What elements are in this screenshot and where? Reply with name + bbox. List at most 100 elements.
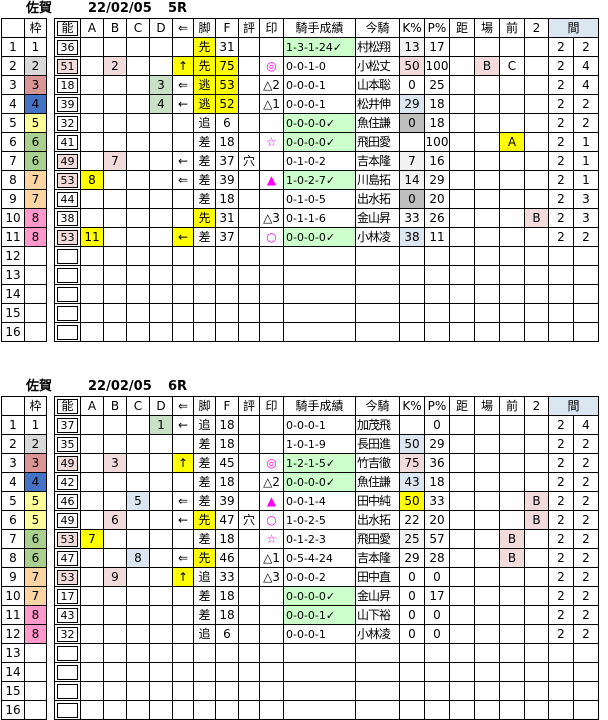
cell-gap: [46, 681, 55, 701]
cell-kyo: [449, 681, 475, 701]
cell-d: [149, 265, 173, 285]
cell-arr: ⇐: [172, 548, 194, 568]
cell-f: 75: [215, 56, 239, 76]
cell-m1: 2: [548, 586, 574, 606]
cell-arr: ←: [172, 227, 194, 247]
cell-num: 5: [1, 491, 25, 511]
cell-kyo: [449, 415, 475, 435]
cell-m1: 2: [548, 548, 574, 568]
column-header-b: B: [103, 18, 127, 38]
cell-leg: [193, 284, 216, 304]
cell-gap: [46, 189, 55, 209]
cell-noh: [54, 643, 81, 663]
cell-arr: [172, 132, 194, 152]
column-header-f: F: [215, 396, 239, 416]
cell-kyo: [449, 227, 475, 247]
cell-p: 29: [424, 170, 450, 190]
table-row: 4 4 39 4 ← 逃 52 △1 0-0-0-1 松井伸 29 18 2 2: [1, 94, 599, 114]
cell-waku: 7: [24, 189, 47, 209]
cell-waku: 3: [24, 75, 47, 95]
cell-m2: 4: [573, 415, 599, 435]
cell-rec: [283, 643, 356, 663]
cell-kyo: [449, 151, 475, 171]
mark-symbol: △1: [259, 548, 284, 568]
cell-noh: 49: [54, 151, 81, 171]
cell-b: [103, 681, 127, 701]
column-header-rec: 騎手成績: [283, 396, 356, 416]
cell-m2: 4: [573, 56, 599, 76]
cell-mark: [259, 681, 284, 701]
cell-d: 1: [149, 415, 173, 435]
cell-num: 14: [1, 662, 25, 682]
cell-mark: [259, 700, 284, 720]
cell-num: 13: [1, 265, 25, 285]
cell-arr: [172, 529, 194, 549]
cell-d: [149, 605, 173, 625]
cell-num: 14: [1, 284, 25, 304]
cell-noh: 51: [54, 56, 81, 76]
cell-noh: [54, 265, 81, 285]
cell-leg: 追: [193, 415, 216, 435]
cell-leg: [193, 265, 216, 285]
cell-jk: 松井伸: [355, 94, 400, 114]
cell-gap: [46, 548, 55, 568]
column-header-c: C: [126, 18, 150, 38]
cell-waku: [24, 322, 47, 342]
cell-a: [80, 662, 104, 682]
cell-f: 47: [215, 510, 239, 530]
column-header-kyo: 距: [449, 396, 475, 416]
cell-p: [424, 246, 450, 266]
cell-leg: [193, 303, 216, 323]
cell-hyo: [238, 322, 260, 342]
cell-rec: 0-1-0-2: [283, 151, 356, 171]
cell-num: 9: [1, 567, 25, 587]
cell-f: 6: [215, 624, 239, 644]
cell-d: [149, 700, 173, 720]
cell-jk: 魚住謙: [355, 113, 400, 133]
cell-waku: 8: [24, 605, 47, 625]
cell-noh: 39: [54, 94, 81, 114]
cell-p: 28: [424, 548, 450, 568]
cell-gap: [46, 415, 55, 435]
cell-d: [149, 227, 173, 247]
cell-gap: [46, 322, 55, 342]
cell-noh: 36: [54, 37, 81, 57]
cell-mae: [499, 265, 525, 285]
noh-value-box: 53: [57, 531, 78, 547]
cell-gap: [46, 643, 55, 663]
cell-num: 6: [1, 132, 25, 152]
cell-noh: 44: [54, 189, 81, 209]
cell-hyo: [238, 548, 260, 568]
cell-kyo: [449, 265, 475, 285]
table-row: 8 6 47 8 ⇐ 先 46 △1 0-5-4-24 吉本隆 29 28 B 2 2: [1, 548, 599, 568]
cell-f: 18: [215, 132, 239, 152]
cell-gap: [46, 37, 55, 57]
cell-mark: [259, 151, 284, 171]
cell-k: 38: [399, 227, 425, 247]
column-header-leg: 脚: [193, 18, 216, 38]
mark-symbol: △2: [259, 75, 284, 95]
cell-k: 0: [399, 113, 425, 133]
cell-c: [126, 37, 150, 57]
cell-m2: 2: [573, 37, 599, 57]
cell-b: 9: [103, 567, 127, 587]
cell-noh: 49: [54, 453, 81, 473]
cell-mae: [499, 586, 525, 606]
column-spacer: [46, 396, 55, 416]
cell-waku: 6: [24, 548, 47, 568]
cell-waku: 2: [24, 56, 47, 76]
table-row: 10 7 17 差 18 0-0-0-0✓ 金山昇 0 17 2 2: [1, 586, 599, 606]
cell-p: 0: [424, 415, 450, 435]
cell-b: [103, 491, 127, 511]
cell-b: [103, 624, 127, 644]
cell-jk: 山下裕: [355, 605, 400, 625]
noh-value-box: 53: [57, 172, 78, 188]
cell-arr: [172, 303, 194, 323]
column-header-two: 2: [524, 18, 549, 38]
noh-value-box: 49: [57, 153, 78, 169]
cell-two: [524, 37, 549, 57]
cell-mae: C: [499, 56, 525, 76]
cell-mae: [499, 113, 525, 133]
cell-k: 50: [399, 56, 425, 76]
cell-c: [126, 151, 150, 171]
